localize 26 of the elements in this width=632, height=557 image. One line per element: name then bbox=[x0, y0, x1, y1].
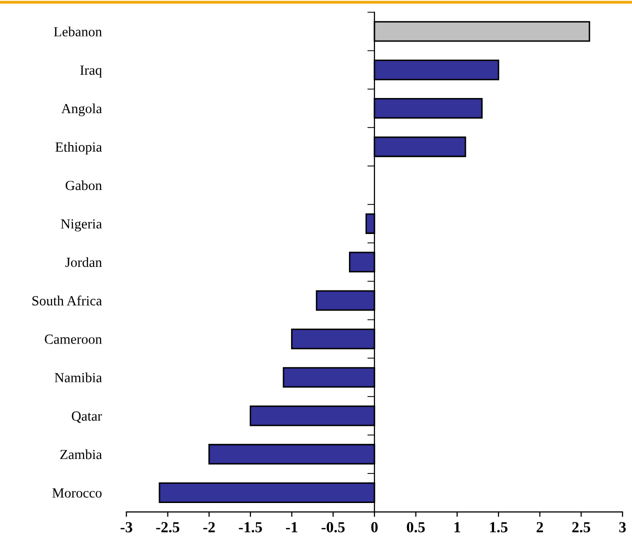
x-tick-label: 1 bbox=[454, 522, 460, 532]
x-tick-label: -1.5 bbox=[238, 522, 262, 532]
x-tick-label: 0 bbox=[371, 522, 378, 532]
y-tick-label: Ethiopia bbox=[55, 142, 102, 155]
y-tick-label: Namibia bbox=[54, 372, 102, 382]
y-tick-label: Qatar bbox=[72, 411, 102, 423]
x-tick-label: 1.5 bbox=[490, 522, 508, 532]
x-tick-label: -3 bbox=[120, 522, 132, 532]
y-tick-label: Morocco bbox=[52, 488, 102, 498]
y-tick-label: Angola bbox=[61, 104, 102, 116]
y-tick-label: Zambia bbox=[60, 449, 102, 460]
y-tick-label: Lebanon bbox=[54, 26, 102, 36]
y-tick-label: Gabon bbox=[66, 180, 102, 190]
x-tick-label: 3 bbox=[619, 522, 626, 532]
y-tick-label: Nigeria bbox=[60, 219, 102, 232]
x-tick-label: -2.5 bbox=[156, 522, 180, 532]
y-tick-label: Jordan bbox=[65, 257, 102, 268]
x-tick-label: -0.5 bbox=[322, 522, 345, 532]
x-tick-label: 2.5 bbox=[572, 522, 590, 532]
y-tick-label: Iraq bbox=[80, 66, 102, 78]
x-tick-label: -2 bbox=[203, 522, 215, 532]
y-tick-label: Cameroon bbox=[44, 334, 102, 344]
y-tick-label: South Africa bbox=[32, 296, 102, 306]
x-tick-label: 2 bbox=[536, 522, 543, 532]
x-tick-label: 0.5 bbox=[406, 522, 425, 532]
x-tick-label: -1 bbox=[286, 522, 298, 532]
